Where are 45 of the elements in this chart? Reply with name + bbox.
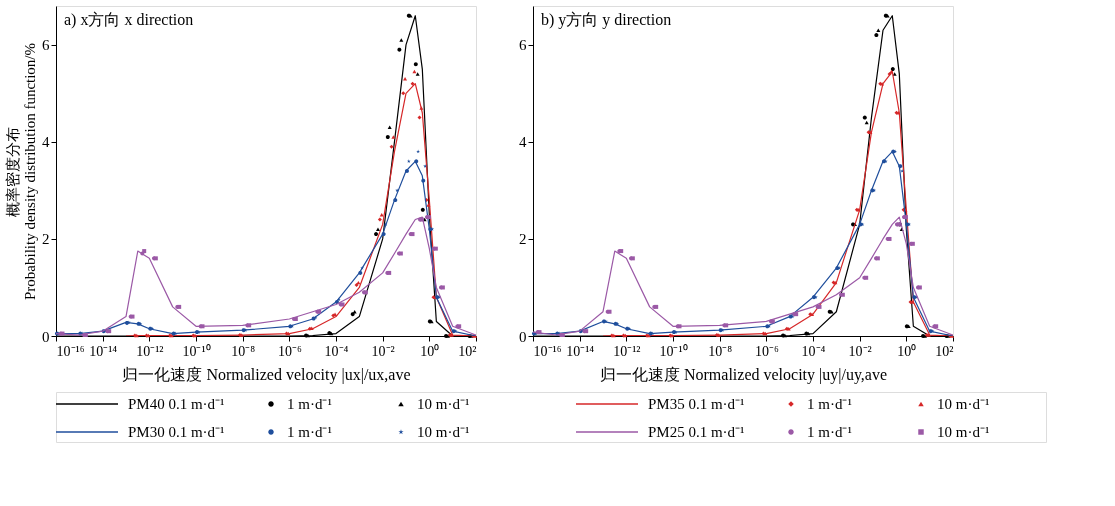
legend-label: 1 m·d⁻¹: [287, 396, 332, 412]
x-tick-label: 10⁻¹²: [136, 343, 164, 359]
x-tick-label: 10⁻¹⁰: [659, 343, 688, 359]
x-tick-label: 10⁻⁸: [708, 343, 733, 359]
x-axis-title: 归一化速度 Normalized velocity |uy|/uy,ave: [599, 365, 888, 384]
x-axis-title: 归一化速度 Normalized velocity |ux|/ux,ave: [122, 365, 411, 384]
y-tick-label: 0: [42, 328, 50, 345]
x-tick-label: 10⁰: [420, 343, 440, 359]
x-tick-label: 10⁻¹⁴: [566, 343, 595, 359]
x-tick-label: 10⁻⁴: [801, 343, 826, 359]
x-tick-label: 10⁻⁸: [231, 343, 256, 359]
x-tick-label: 10⁻¹⁴: [89, 343, 118, 359]
y-tick-label: 0: [519, 328, 527, 345]
x-tick-label: 10⁻⁶: [754, 343, 779, 359]
x-tick-label: 10⁻⁴: [324, 343, 349, 359]
x-tick-label: 10²: [458, 343, 477, 359]
chart-title: b) y方向 y direction: [541, 11, 672, 29]
x-tick-label: 10⁻¹⁶: [56, 343, 85, 359]
y-tick-label: 2: [42, 231, 50, 248]
legend-label: PM30 0.1 m·d⁻¹: [128, 424, 225, 440]
legend-label: 10 m·d⁻¹: [937, 396, 990, 412]
y-tick-label: 2: [519, 231, 527, 248]
legend-label: 10 m·d⁻¹: [937, 424, 990, 440]
chart-title: a) x方向 x direction: [64, 11, 194, 29]
y-tick-label: 6: [42, 37, 50, 54]
y-tick-label: 4: [519, 134, 527, 151]
x-tick-label: 10⁻¹⁰: [182, 343, 211, 359]
legend-label: PM40 0.1 m·d⁻¹: [128, 396, 225, 412]
legend-label: PM25 0.1 m·d⁻¹: [648, 424, 745, 440]
x-tick-label: 10⁰: [897, 343, 917, 359]
x-tick-label: 10⁻²: [848, 343, 872, 359]
x-tick-label: 10⁻¹⁶: [533, 343, 562, 359]
y-axis-title: 概率密度分布 Probability density distribution function/%: [5, 42, 38, 301]
legend-label: 10 m·d⁻¹: [417, 396, 470, 412]
x-tick-label: 10⁻¹²: [613, 343, 641, 359]
legend-label: 10 m·d⁻¹: [417, 424, 470, 440]
x-tick-label: 10⁻⁶: [277, 343, 302, 359]
y-tick-label: 6: [519, 37, 527, 54]
y-tick-label: 4: [42, 134, 50, 151]
legend-label: 1 m·d⁻¹: [287, 424, 332, 440]
legend-label: PM35 0.1 m·d⁻¹: [648, 396, 745, 412]
x-tick-label: 10²: [935, 343, 954, 359]
legend-label: 1 m·d⁻¹: [807, 396, 852, 412]
x-tick-label: 10⁻²: [371, 343, 395, 359]
legend-label: 1 m·d⁻¹: [807, 424, 852, 440]
